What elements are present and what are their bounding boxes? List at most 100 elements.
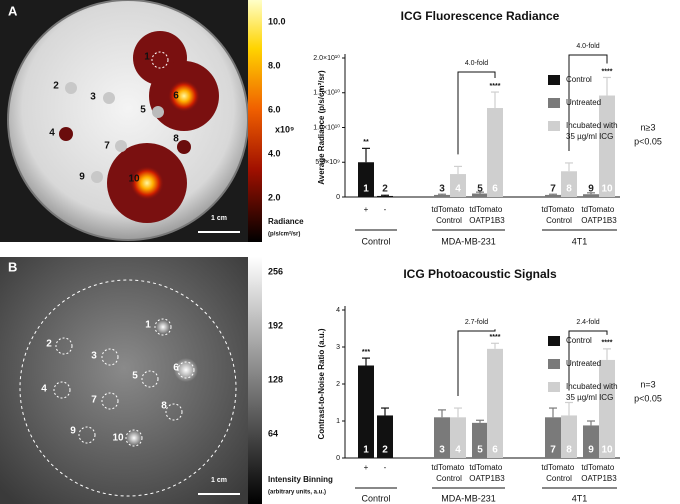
treatment-label: tdTomato Control — [541, 463, 576, 483]
chart-title: ICG Photoacoustic Signals — [403, 267, 557, 281]
significance: *** — [362, 349, 370, 356]
y-axis-label: Average Radiance (p/s/cm²/sr) — [317, 70, 326, 185]
group-label: MDA-MB-231 — [441, 236, 496, 246]
bar — [599, 95, 615, 197]
well-label: 2 — [53, 81, 59, 92]
treatment-label: tdTomato Control — [541, 205, 576, 225]
treatment-label: - — [384, 463, 387, 472]
bar-number: 8 — [566, 184, 572, 195]
legend-label: Untreated — [566, 359, 601, 368]
bar-number: 2 — [382, 184, 388, 195]
bar-number: 10 — [601, 184, 613, 195]
well-label: 4 — [49, 128, 55, 139]
bar — [583, 194, 599, 197]
well-label: 9 — [79, 172, 85, 183]
colorbar-tick-label: 8.0 — [268, 60, 281, 70]
bar — [545, 417, 561, 458]
colorbar-tick-label: 10.0 — [268, 16, 286, 26]
bar — [545, 194, 561, 197]
bar — [450, 174, 466, 197]
bar — [434, 417, 450, 458]
well-label: 7 — [91, 395, 97, 406]
group-label: Control — [361, 493, 390, 503]
well-label: 4 — [41, 384, 47, 395]
fold-change: 4.0-fold — [465, 60, 488, 67]
treatment-label: tdTomato Control — [431, 205, 466, 225]
y-tick-label: 2.0×10¹⁰ — [313, 54, 340, 62]
bar — [434, 194, 450, 197]
significance: **** — [490, 83, 501, 90]
significance: **** — [602, 340, 613, 347]
bar-number: 4 — [455, 184, 461, 195]
fold-bracket — [568, 54, 608, 151]
bar — [487, 108, 503, 197]
treatment-label: tdTomato OATP1B3 — [469, 205, 505, 225]
well-label: 9 — [70, 426, 76, 437]
well-label: 6 — [173, 91, 179, 102]
bar-number: 1 — [363, 445, 369, 456]
y-tick-label: 5.0×10⁹ — [315, 159, 340, 166]
well-label: 5 — [132, 371, 138, 382]
bar — [487, 348, 503, 458]
colorbar-tick-label: 256 — [268, 266, 283, 276]
bar-number: 9 — [588, 184, 594, 195]
well-label: 5 — [140, 105, 146, 116]
y-tick-label: 1.0×10¹⁰ — [313, 123, 340, 131]
well-label: 10 — [112, 433, 124, 444]
treatment-label: tdTomato OATP1B3 — [581, 463, 617, 483]
y-tick-label: 0 — [336, 194, 340, 201]
bar — [583, 425, 599, 458]
bar-number: 6 — [492, 184, 498, 195]
treatment-label: + — [364, 463, 369, 472]
bar-number: 5 — [477, 445, 483, 456]
bar-number: 10 — [601, 445, 613, 456]
legend-swatch — [548, 75, 560, 85]
legend-label: Untreated — [566, 98, 601, 107]
bar-number: 1 — [363, 184, 369, 195]
bar — [358, 365, 374, 458]
fold-bracket — [457, 71, 496, 155]
bar-number: 7 — [550, 445, 556, 456]
legend-swatch — [548, 121, 560, 131]
group-label: 4T1 — [572, 493, 588, 503]
scale-bar-label: 1 cm — [211, 215, 227, 222]
well-label: 3 — [91, 351, 97, 362]
y-tick-label: 1 — [336, 418, 340, 425]
well-label: 10 — [128, 174, 140, 185]
well-label: 8 — [173, 134, 179, 145]
treatment-label: tdTomato Control — [431, 463, 466, 483]
bar — [377, 415, 393, 458]
colorbar-tick-label: 6.0 — [268, 104, 281, 114]
stats: n≥3 — [641, 122, 656, 132]
panel-letter: A — [8, 3, 18, 18]
bar-number: 2 — [382, 445, 388, 456]
legend-label: Incubated with 35 µg/ml ICG — [566, 121, 620, 141]
treatment-label: tdTomato OATP1B3 — [469, 463, 505, 483]
y-tick-label: 0 — [336, 455, 340, 462]
well-label: 6 — [173, 363, 179, 374]
well-label: 1 — [145, 320, 151, 331]
fold-change: 2.4-fold — [576, 319, 599, 326]
photoacoustic-image — [0, 257, 248, 504]
legend-label: Control — [566, 75, 592, 84]
group-label: 4T1 — [572, 236, 588, 246]
significance: ** — [363, 139, 369, 146]
colorbar-unit: (arbitrary units, a.u.) — [268, 490, 326, 496]
colorbar-multiplier: x10⁹ — [275, 124, 294, 134]
stats: p<0.05 — [634, 136, 662, 146]
bar — [561, 171, 577, 197]
scale-bar-label: 1 cm — [211, 477, 227, 484]
bar-number: 3 — [439, 184, 445, 195]
y-tick-label: 3 — [336, 344, 340, 351]
well-label: 7 — [104, 141, 110, 152]
stats: n=3 — [640, 379, 655, 389]
colorbar-tick-label: 128 — [268, 374, 283, 384]
bar — [472, 193, 488, 197]
bar-number: 6 — [492, 445, 498, 456]
legend-swatch — [548, 336, 560, 346]
legend-swatch — [548, 98, 560, 108]
legend-swatch — [548, 382, 560, 392]
legend-label: Incubated with 35 µg/ml ICG — [566, 382, 620, 402]
legend-swatch — [548, 359, 560, 369]
colorbar-tick-label: 64 — [268, 428, 278, 438]
